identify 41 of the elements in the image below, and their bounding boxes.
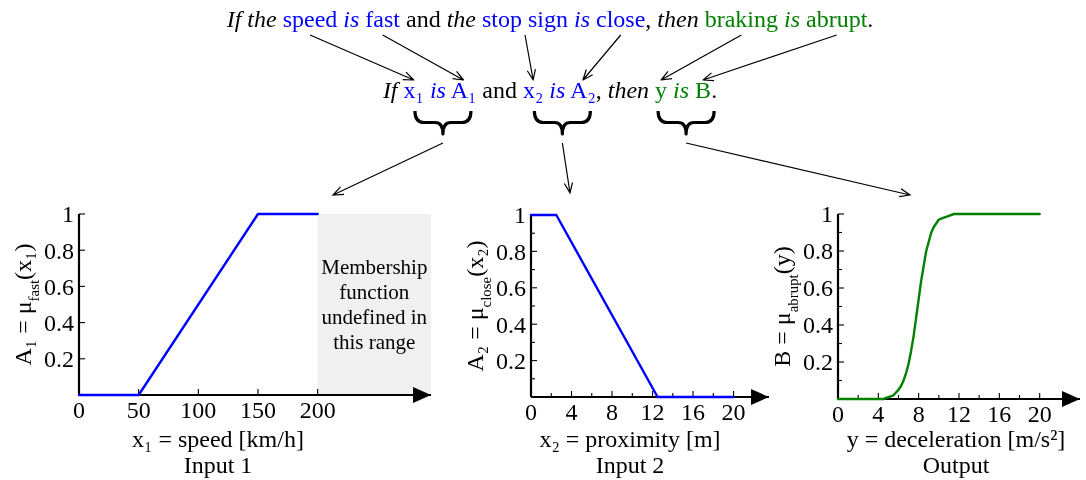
x-tick-label: 12 — [947, 401, 971, 427]
y-tick-label: 0.2 — [44, 346, 74, 373]
y-tick-label: 0.6 — [803, 275, 833, 302]
y-tick-label: 0.4 — [44, 310, 74, 336]
y-tick-label: 0.4 — [496, 311, 526, 338]
y-tick-label: 1 — [514, 202, 526, 229]
x-axis-title: x₁ = speed [km/h] — [132, 426, 304, 452]
x-tick-label: 150 — [239, 397, 276, 423]
x-axis-title: x₂ = proximity [m] — [539, 426, 721, 452]
y-tick-label: 0.6 — [44, 273, 74, 300]
x-tick-label: 200 — [299, 397, 336, 423]
x-tick-label: 8 — [912, 401, 925, 427]
y-tick-label: 0.2 — [496, 348, 526, 374]
x-tick-label: 100 — [180, 397, 217, 423]
x-tick-label: 20 — [721, 399, 746, 425]
y-tick-label: 0.4 — [803, 312, 833, 339]
y-tick-label: 0.8 — [44, 237, 74, 264]
text: Input 1 — [183, 452, 253, 478]
x-tick-label: 20 — [1027, 401, 1052, 427]
x-axis-title: y = deceleration [m/s²] — [846, 426, 1066, 452]
x-tick-label: 0 — [73, 397, 85, 423]
x-tick-label: 16 — [681, 399, 706, 425]
x-tick-label: 16 — [987, 401, 1012, 427]
band-label: Membership function undefined in this range — [321, 255, 428, 354]
x-tick-label: 50 — [126, 397, 151, 423]
x-tick-label: 4 — [565, 399, 578, 425]
x-tick-label: 0 — [525, 399, 537, 425]
y-tick-label: 0.8 — [496, 238, 526, 265]
y-tick-label: 0.2 — [803, 349, 833, 376]
x-tick-label: 12 — [640, 399, 665, 425]
y-tick-label: 1 — [62, 201, 74, 228]
chart-title: If the speed is fast and the stop sign is close, then braking is abrupt. — [226, 6, 874, 32]
text: Output — [922, 452, 990, 478]
x-tick-label: 8 — [606, 399, 619, 425]
y-tick-label: 1 — [821, 201, 833, 228]
text: Input 2 — [595, 452, 665, 478]
x-tick-label: 0 — [832, 401, 844, 427]
text: If x₁ is A₁ and x₂ is A₂, then y is B. — [382, 77, 718, 103]
x-tick-label: 4 — [872, 401, 885, 427]
y-tick-label: 0.8 — [803, 238, 833, 265]
y-tick-label: 0.6 — [496, 275, 526, 302]
